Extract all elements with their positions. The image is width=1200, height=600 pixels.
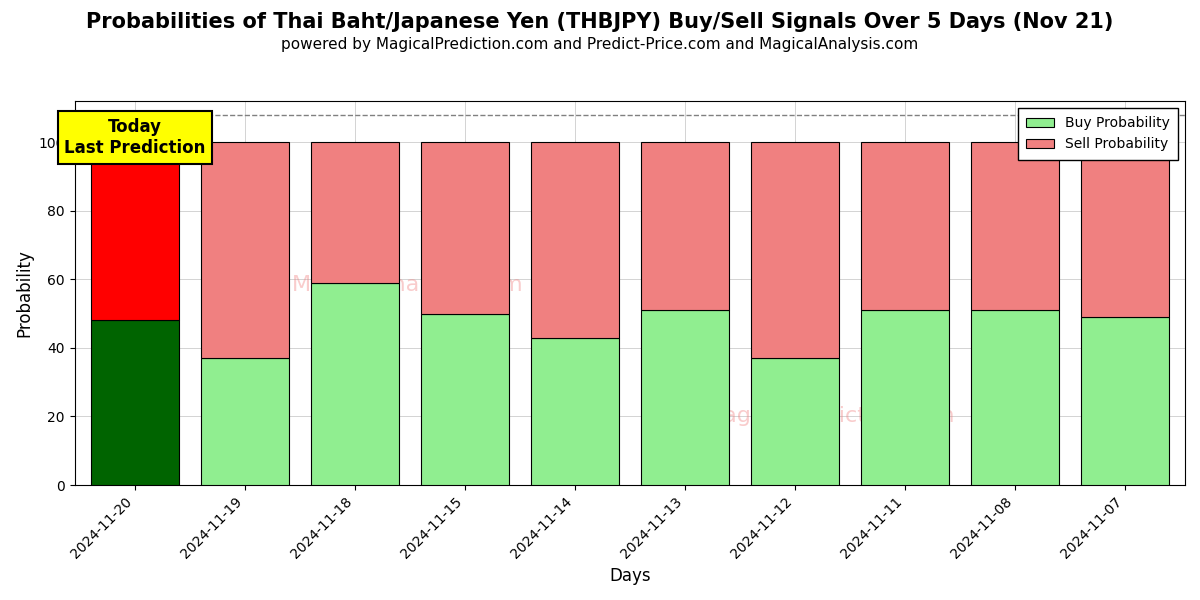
Bar — [530, 338, 619, 485]
Bar — [91, 320, 179, 485]
Bar — [202, 142, 289, 358]
Text: MagicalPrediction.com: MagicalPrediction.com — [704, 406, 955, 426]
Bar — [971, 310, 1058, 485]
Bar — [751, 142, 839, 358]
Bar — [641, 142, 728, 310]
Bar — [1080, 142, 1169, 317]
Bar — [641, 310, 728, 485]
Bar — [971, 142, 1058, 310]
Bar — [421, 142, 509, 314]
Y-axis label: Probability: Probability — [16, 249, 34, 337]
Bar — [1080, 317, 1169, 485]
Text: Today
Last Prediction: Today Last Prediction — [65, 118, 206, 157]
Bar — [311, 283, 398, 485]
X-axis label: Days: Days — [610, 567, 650, 585]
Text: MagicalAnalysis.com: MagicalAnalysis.com — [292, 275, 523, 295]
Text: Probabilities of Thai Baht/Japanese Yen (THBJPY) Buy/Sell Signals Over 5 Days (N: Probabilities of Thai Baht/Japanese Yen … — [86, 12, 1114, 32]
Bar — [202, 358, 289, 485]
Bar — [530, 142, 619, 338]
Legend: Buy Probability, Sell Probability: Buy Probability, Sell Probability — [1018, 108, 1178, 160]
Text: powered by MagicalPrediction.com and Predict-Price.com and MagicalAnalysis.com: powered by MagicalPrediction.com and Pre… — [281, 37, 919, 52]
Bar — [91, 142, 179, 320]
Bar — [860, 310, 949, 485]
Bar — [860, 142, 949, 310]
Bar — [751, 358, 839, 485]
Bar — [311, 142, 398, 283]
Bar — [421, 314, 509, 485]
